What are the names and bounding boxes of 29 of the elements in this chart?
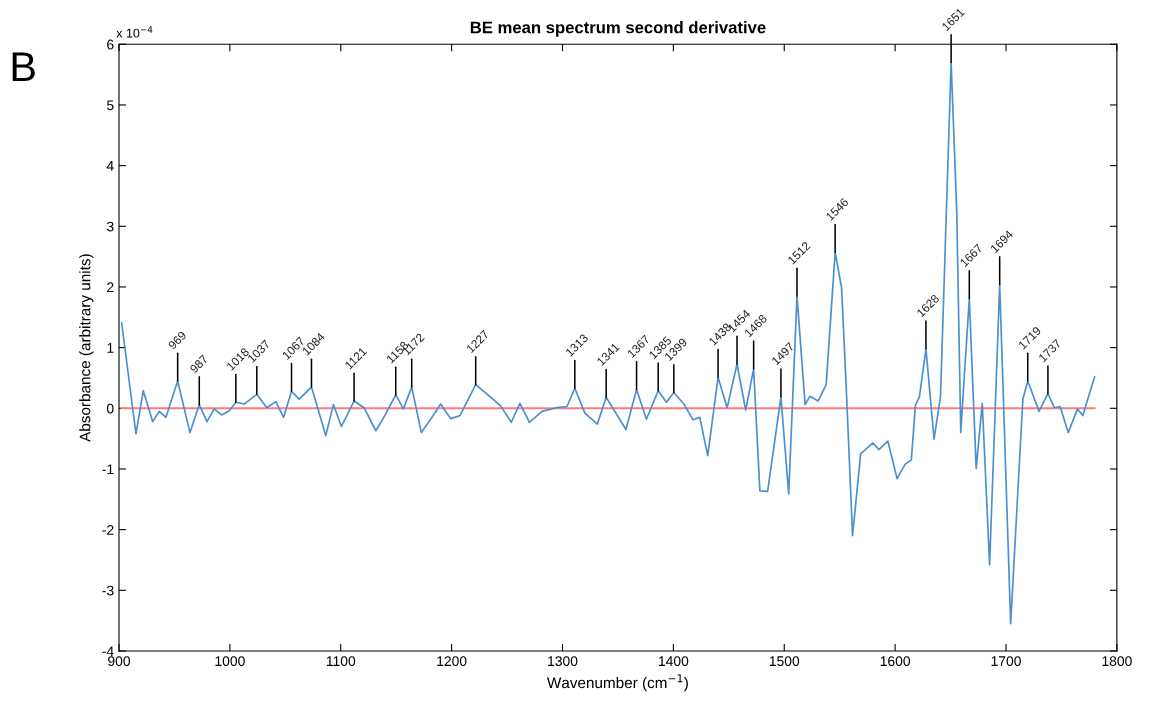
y-tick-label: -2 bbox=[102, 524, 114, 535]
x-axis-title: Wavenumber (cm$^{−1}$) bbox=[546, 674, 688, 692]
x-tick-label: 900 bbox=[108, 656, 131, 667]
x-tick-label: 1200 bbox=[437, 656, 467, 667]
annotation: 969 bbox=[167, 330, 187, 350]
x-tick-label: 1400 bbox=[658, 656, 689, 667]
y-tick-label: 1 bbox=[107, 343, 114, 353]
y-tick-label: -3 bbox=[102, 585, 114, 596]
x-tick-label: 1600 bbox=[880, 656, 911, 667]
annotation: 987 bbox=[189, 354, 209, 374]
x-tick-label: 1100 bbox=[326, 656, 356, 667]
y-tick-label: 4 bbox=[106, 161, 114, 171]
y-tick-label: -1 bbox=[102, 464, 114, 474]
y-tick-label: 0 bbox=[106, 403, 114, 414]
x-tick-label: 1500 bbox=[769, 656, 800, 667]
text: B bbox=[12, 52, 35, 82]
line-series bbox=[120, 61, 1096, 625]
y-tick-label: 3 bbox=[106, 221, 114, 232]
x-tick-label: 1000 bbox=[215, 656, 245, 667]
y-tick-label: 5 bbox=[106, 100, 114, 111]
y-axis-title: Absorbance (arbitrary units) bbox=[79, 254, 94, 442]
y-tick-label: -4 bbox=[102, 646, 114, 657]
x-tick-label: 1700 bbox=[991, 656, 1021, 667]
y-tick-label: 2 bbox=[107, 282, 114, 292]
text: x 10$^{−4}$ bbox=[116, 26, 153, 38]
x-tick-label: 1300 bbox=[548, 656, 578, 667]
chart-title: BE mean spectrum second derivative bbox=[470, 21, 766, 37]
y-tick-label: 6 bbox=[107, 39, 114, 50]
x-tick-label: 1800 bbox=[1102, 656, 1132, 667]
